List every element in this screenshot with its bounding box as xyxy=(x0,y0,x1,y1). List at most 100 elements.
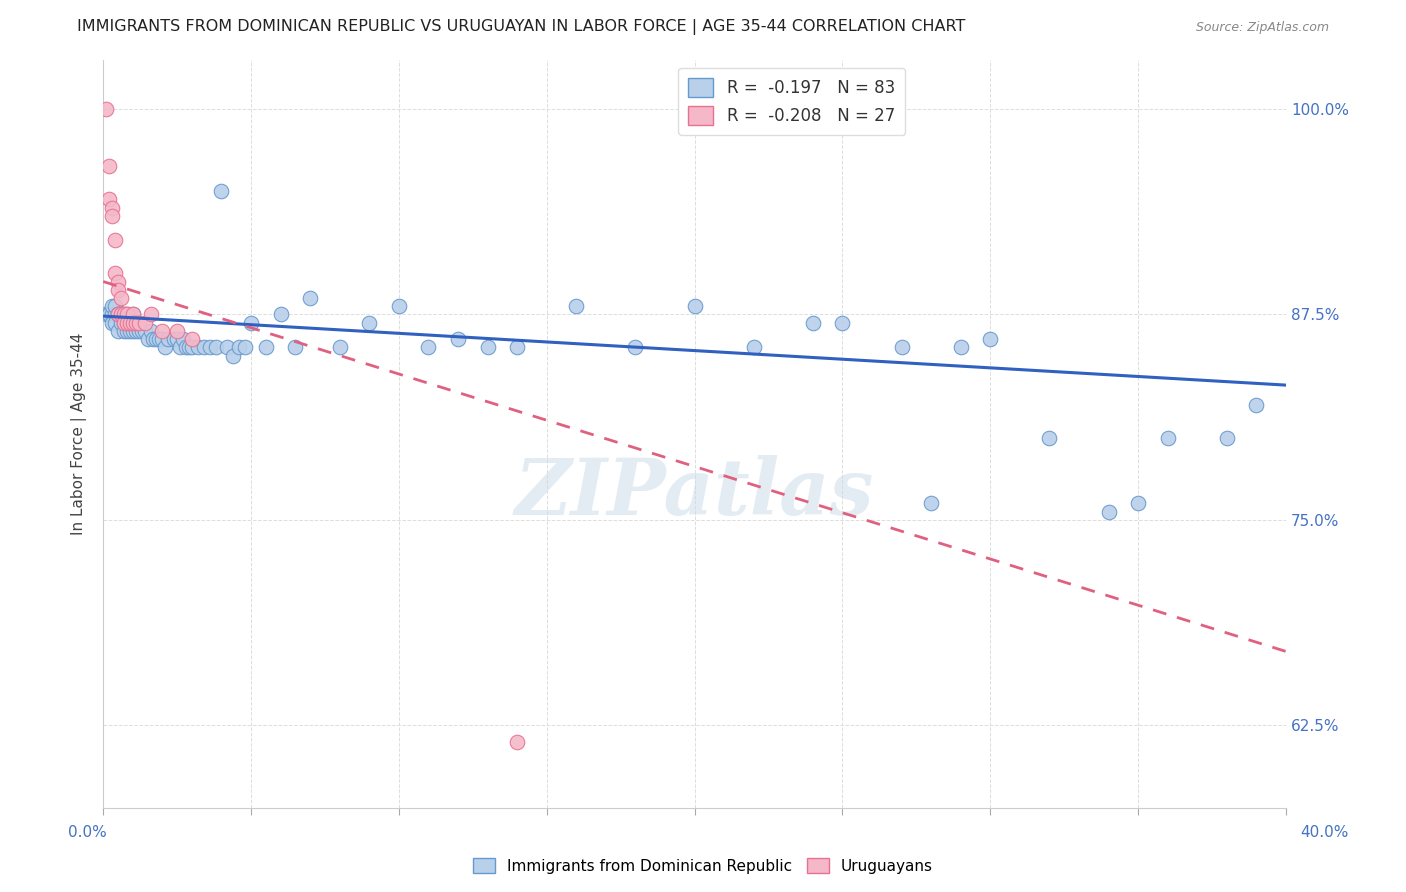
Point xyxy=(125,316,148,330)
Point xyxy=(98,307,121,321)
Point xyxy=(270,307,292,321)
Point xyxy=(166,332,188,346)
Point xyxy=(193,340,215,354)
Point xyxy=(131,324,153,338)
Text: ZIPatlas: ZIPatlas xyxy=(515,455,875,532)
Point xyxy=(121,324,143,338)
Point xyxy=(329,340,352,354)
Point xyxy=(128,316,150,330)
Point xyxy=(163,332,186,346)
Point xyxy=(1097,505,1119,519)
Point xyxy=(565,299,588,313)
Text: 0.0%: 0.0% xyxy=(67,825,107,839)
Point xyxy=(254,340,277,354)
Point xyxy=(624,340,647,354)
Point xyxy=(890,340,912,354)
Point xyxy=(118,316,141,330)
Point xyxy=(169,340,191,354)
Point xyxy=(101,307,124,321)
Point xyxy=(110,307,132,321)
Point xyxy=(1157,431,1180,445)
Point xyxy=(112,316,135,330)
Point xyxy=(949,340,972,354)
Point xyxy=(187,340,209,354)
Y-axis label: In Labor Force | Age 35-44: In Labor Force | Age 35-44 xyxy=(72,333,87,535)
Point xyxy=(198,340,221,354)
Point xyxy=(110,316,132,330)
Point xyxy=(284,340,307,354)
Point xyxy=(110,307,132,321)
Text: IMMIGRANTS FROM DOMINICAN REPUBLIC VS URUGUAYAN IN LABOR FORCE | AGE 35-44 CORRE: IMMIGRANTS FROM DOMINICAN REPUBLIC VS UR… xyxy=(77,20,966,35)
Point xyxy=(107,324,129,338)
Point xyxy=(217,340,239,354)
Point xyxy=(112,307,135,321)
Point xyxy=(115,316,138,330)
Point xyxy=(142,332,165,346)
Point xyxy=(104,234,127,248)
Point xyxy=(107,283,129,297)
Point xyxy=(139,307,162,321)
Point xyxy=(121,307,143,321)
Point xyxy=(979,332,1001,346)
Point xyxy=(418,340,440,354)
Point xyxy=(115,307,138,321)
Legend: R =  -0.197   N = 83, R =  -0.208   N = 27: R = -0.197 N = 83, R = -0.208 N = 27 xyxy=(679,68,905,135)
Point xyxy=(98,160,121,174)
Point xyxy=(388,299,411,313)
Point xyxy=(125,324,148,338)
Point xyxy=(299,291,322,305)
Point xyxy=(150,332,173,346)
Point xyxy=(101,316,124,330)
Point xyxy=(112,324,135,338)
Point xyxy=(115,307,138,321)
Point xyxy=(150,324,173,338)
Point xyxy=(831,316,853,330)
Point xyxy=(104,266,127,280)
Legend: Immigrants from Dominican Republic, Uruguayans: Immigrants from Dominican Republic, Urug… xyxy=(467,852,939,880)
Point xyxy=(118,324,141,338)
Point xyxy=(107,275,129,289)
Point xyxy=(174,340,197,354)
Point xyxy=(172,332,194,346)
Point xyxy=(121,316,143,330)
Point xyxy=(128,324,150,338)
Point xyxy=(110,307,132,321)
Point xyxy=(1126,496,1149,510)
Point xyxy=(98,192,121,206)
Point xyxy=(180,340,202,354)
Point xyxy=(683,299,706,313)
Point xyxy=(101,299,124,313)
Point xyxy=(177,340,200,354)
Point xyxy=(134,324,156,338)
Point xyxy=(506,340,529,354)
Point xyxy=(104,316,127,330)
Point xyxy=(222,349,245,363)
Point xyxy=(801,316,824,330)
Point xyxy=(134,316,156,330)
Point xyxy=(107,307,129,321)
Point xyxy=(112,316,135,330)
Point xyxy=(101,209,124,223)
Point xyxy=(112,307,135,321)
Point xyxy=(1216,431,1239,445)
Point xyxy=(166,324,188,338)
Point xyxy=(477,340,499,354)
Point xyxy=(118,316,141,330)
Point xyxy=(96,307,118,321)
Point xyxy=(1038,431,1060,445)
Point xyxy=(233,340,256,354)
Point xyxy=(139,324,162,338)
Point xyxy=(157,332,180,346)
Point xyxy=(148,332,170,346)
Point xyxy=(104,307,127,321)
Text: 40.0%: 40.0% xyxy=(1301,825,1348,839)
Point xyxy=(211,184,233,198)
Point xyxy=(107,307,129,321)
Point xyxy=(121,316,143,330)
Point xyxy=(1246,398,1268,412)
Point xyxy=(115,316,138,330)
Point xyxy=(359,316,381,330)
Point xyxy=(110,291,132,305)
Point xyxy=(107,307,129,321)
Point xyxy=(98,307,121,321)
